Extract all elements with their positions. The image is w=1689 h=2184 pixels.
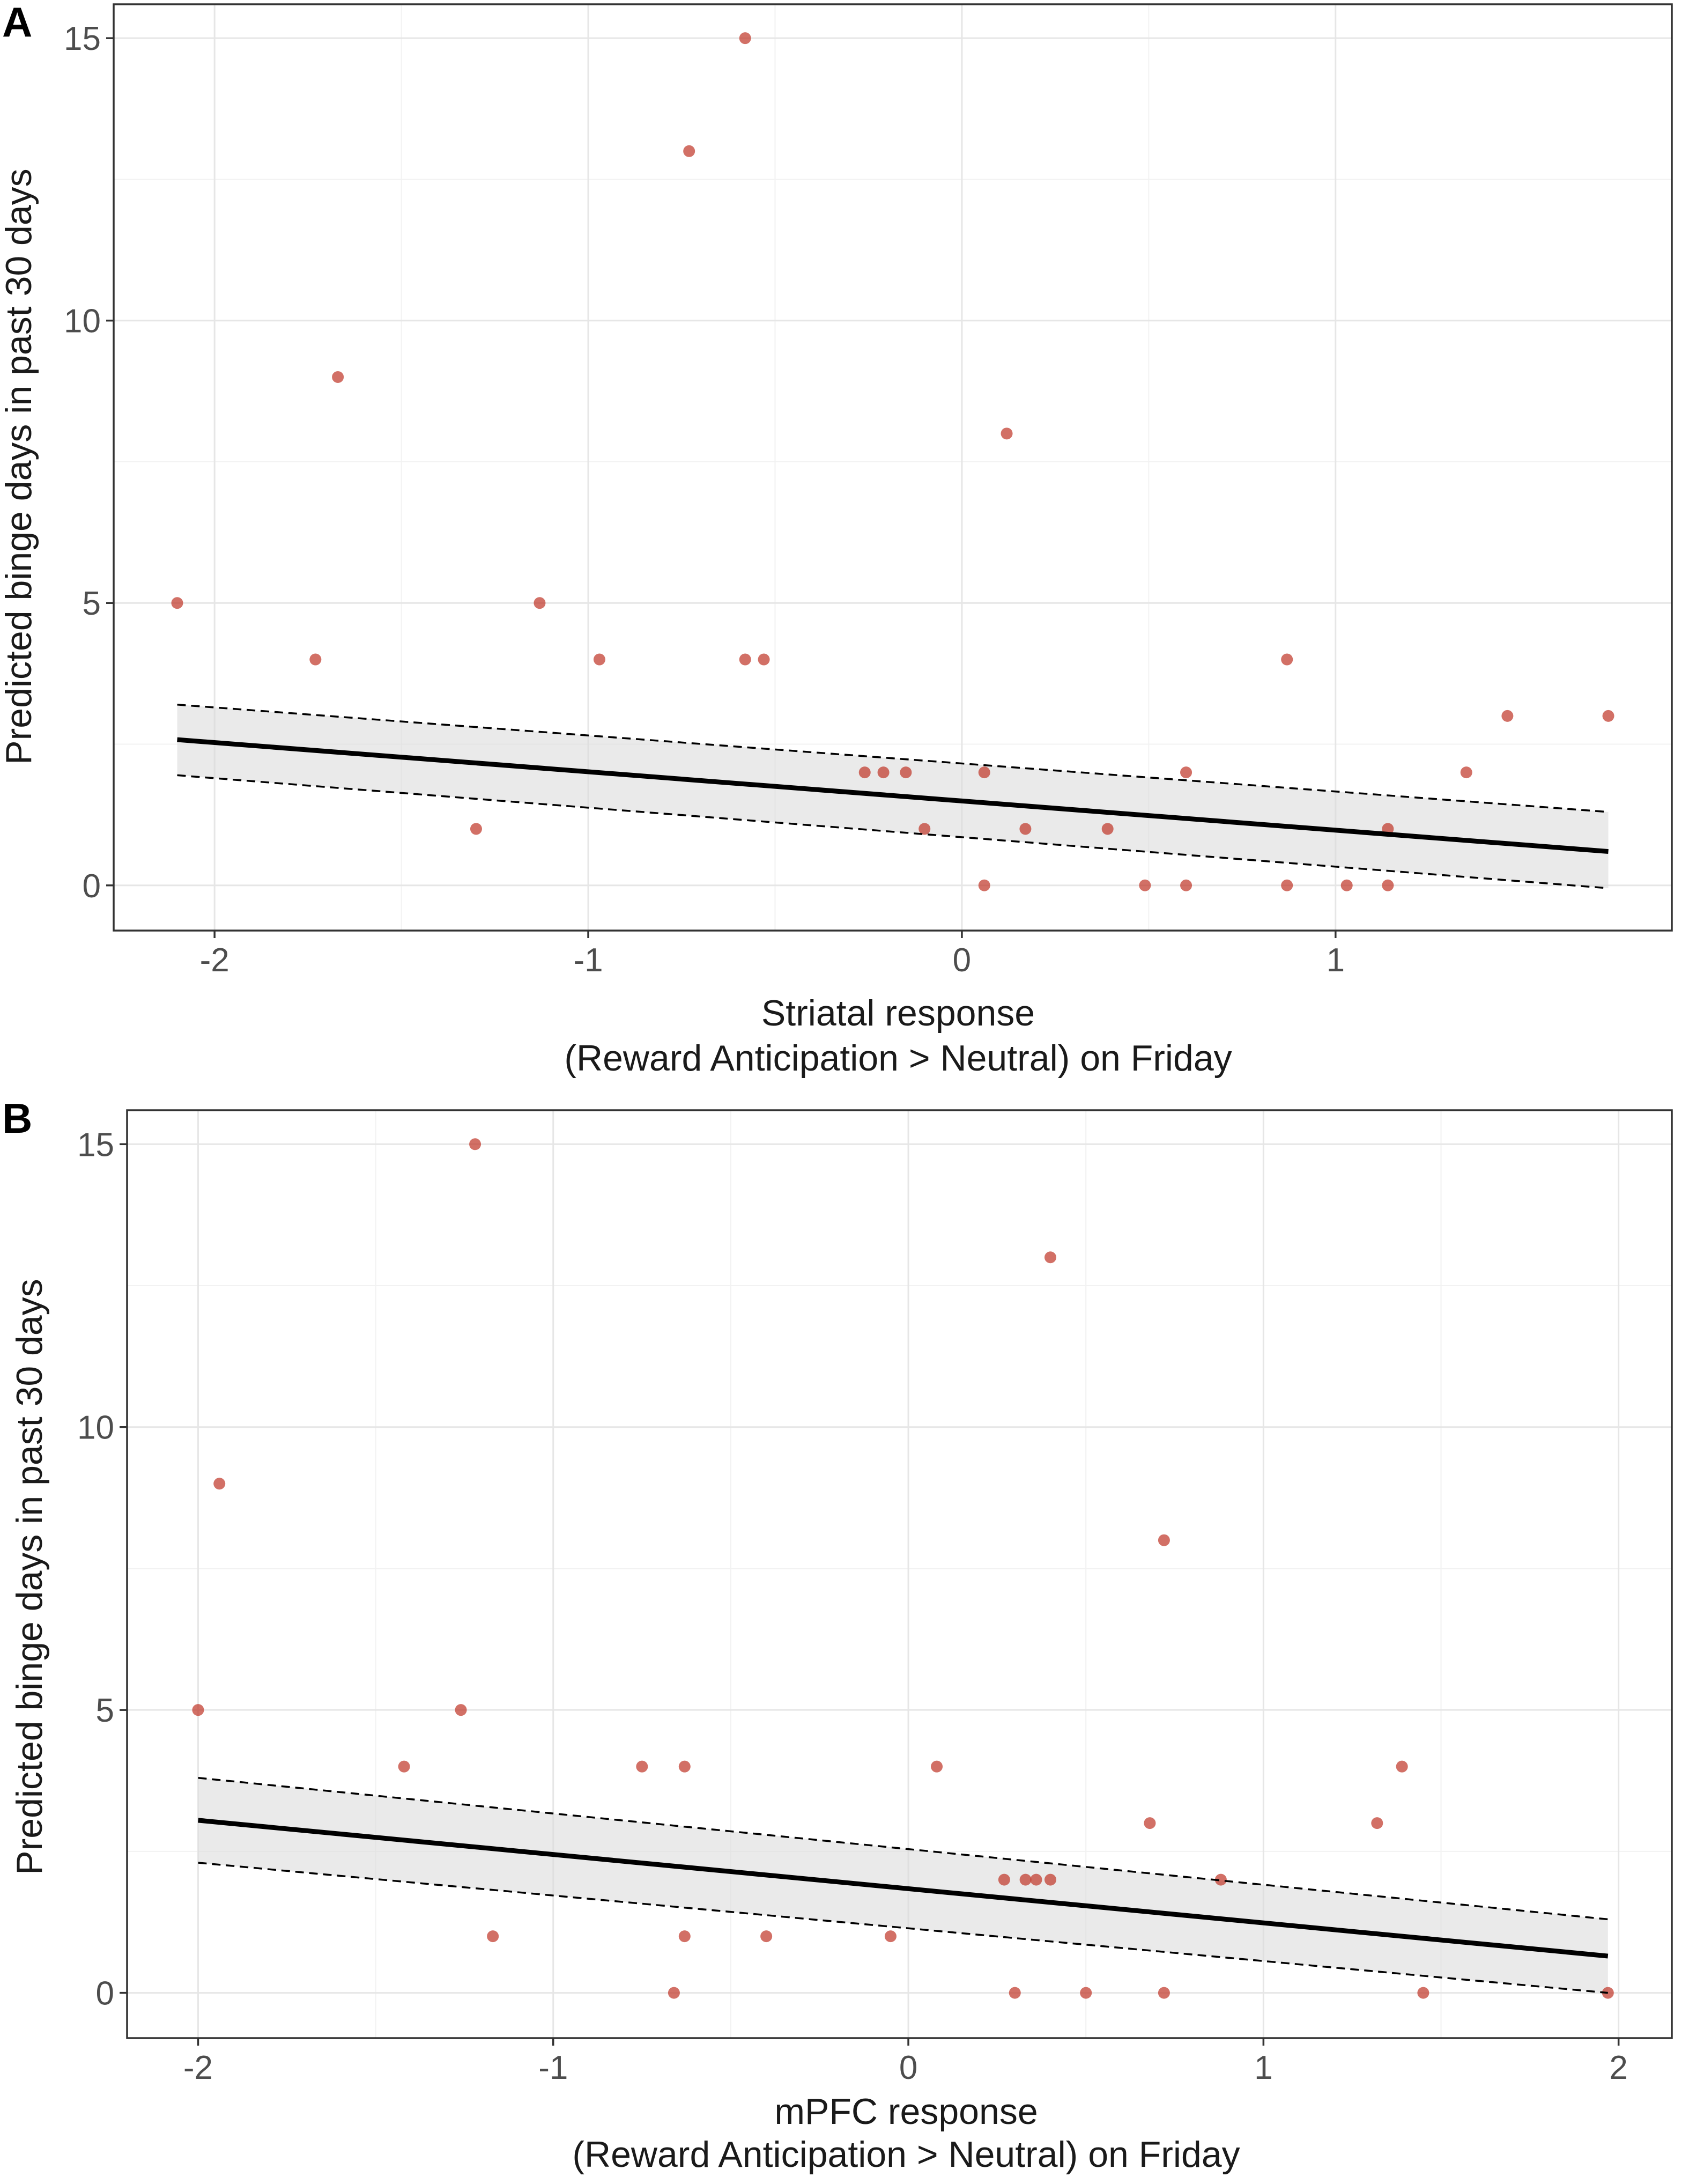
panel-a-data-point [309, 653, 322, 666]
panel-b-y-tick-label: 15 [77, 1126, 114, 1163]
panel-b-x-tick-label: 1 [1254, 2049, 1272, 2086]
panel-a-panel-border [113, 3, 1673, 932]
panel-a-x-axis-title-line1: Striatal response [761, 993, 1035, 1034]
panel-a-data-point [1180, 879, 1192, 891]
panel-a-x-tick-label: 0 [953, 942, 971, 979]
panel-b: B -2 -1 0 1 2 0 5 10 15 Predicted binge days in … [2, 1095, 1673, 2175]
panel-b-x-tick-label: 0 [899, 2049, 917, 2086]
panel-b-regression-line [198, 1818, 1609, 1959]
panel-a-data-point [1382, 879, 1394, 891]
panel-b-data-point [469, 1138, 481, 1150]
panel-b-panel-border [126, 1109, 1673, 2039]
panel-b-data-point [1158, 1987, 1170, 1999]
panel-b-data-point [1214, 1873, 1227, 1886]
panel-a-y-axis-title: Predicted binge days in past 30 days [0, 168, 39, 764]
panel-label-a: A [2, 0, 32, 46]
panel-a-ci-lower-line [177, 774, 1609, 889]
panel-a-data-point [1101, 823, 1114, 835]
panel-a-data-point [1281, 879, 1293, 891]
panel-b-x-tick-label: 2 [1609, 2049, 1627, 2086]
panel-a-data-point [858, 766, 871, 779]
panel-a-y-tick-label: 0 [83, 868, 101, 905]
panel-b-data-point [636, 1760, 648, 1773]
panel-b-data-point [487, 1930, 499, 1943]
panel-b-data-point [998, 1873, 1010, 1886]
panel-b-y-tick-label: 5 [96, 1692, 114, 1729]
panel-a-y-tick-label: 10 [64, 303, 101, 340]
panel-b-data-point [213, 1478, 226, 1490]
panel-a-data-point [978, 766, 990, 779]
panel-b-data-point [455, 1704, 467, 1716]
panel-b-data-point [1396, 1760, 1408, 1773]
panel-b-data-point [668, 1987, 680, 1999]
panel-a-x-axis-title-line2: (Reward Anticipation > Neutral) on Frida… [564, 1038, 1232, 1079]
panel-b-data-point [760, 1930, 773, 1943]
panel-a-x-tick-label: -2 [200, 942, 229, 979]
panel-b-data-point [1080, 1987, 1092, 1999]
panel-b-plot-area: -2 -1 0 1 2 0 5 10 15 [77, 1109, 1673, 2086]
panel-a-data-point [683, 145, 695, 157]
panel-a-y-tick-label: 15 [64, 20, 101, 57]
panel-a-data-point [593, 653, 605, 666]
panel-b-data-point [1019, 1873, 1032, 1886]
panel-b-y-axis-title: Predicted binge days in past 30 days [9, 1279, 50, 1875]
panel-a-data-point [1281, 653, 1293, 666]
panel-b-data-point [1009, 1987, 1021, 1999]
panel-b-data-point [1371, 1817, 1383, 1829]
panel-a-regression-line [177, 737, 1609, 854]
panel-a-data-point [1001, 427, 1013, 440]
panel-b-data-point [1144, 1817, 1156, 1829]
panel-a-data-point [171, 597, 183, 609]
panel-b-confidence-band [198, 1777, 1608, 1993]
panel-a-data-point [1019, 823, 1032, 835]
panel-b-y-tick-label: 10 [77, 1410, 114, 1447]
panel-b-x-tick-label: -1 [538, 2049, 568, 2086]
panel-a-data-point [470, 823, 482, 835]
panel-b-data-point [192, 1704, 204, 1716]
panel-a-data-point [1460, 766, 1472, 779]
panel-a-data-point [534, 597, 546, 609]
panel-b-data-point [1158, 1534, 1170, 1546]
panel-b-data-point [1044, 1873, 1056, 1886]
panel-label-b: B [2, 1095, 32, 1142]
panel-a-ci-upper-line [177, 704, 1609, 813]
panel-a-data-point [1602, 710, 1614, 722]
panel-a-data-point [978, 879, 990, 891]
panel-b-data-point [398, 1760, 410, 1773]
panel-a-x-tick-label: 1 [1327, 942, 1345, 979]
panel-a-x-tick-label: -1 [573, 942, 603, 979]
panel-b-data-point [678, 1760, 691, 1773]
panel-a-data-point [1501, 710, 1514, 722]
panel-b-x-axis-title-line1: mPFC response [774, 2091, 1038, 2132]
panel-b-data-point [1417, 1987, 1429, 1999]
panel-a-data-point [1139, 879, 1151, 891]
panel-a-data-point [739, 653, 751, 666]
panel-a-data-point [877, 766, 890, 779]
panel-a-data-point [900, 766, 912, 779]
panel-a-y-tick-label: 5 [83, 585, 101, 622]
panel-b-data-point [1030, 1873, 1042, 1886]
panel-a-data-point [739, 32, 751, 45]
panel-a-data-point [1180, 766, 1192, 779]
panel-b-x-axis-title-line2: (Reward Anticipation > Neutral) on Frida… [572, 2134, 1240, 2175]
panel-a-data-point [918, 823, 931, 835]
panel-b-x-tick-label: -2 [183, 2049, 213, 2086]
panel-b-data-point [1044, 1251, 1056, 1264]
panel-a-data-point [1340, 879, 1353, 891]
panel-b-data-point [884, 1930, 897, 1943]
panel-b-y-tick-label: 0 [96, 1975, 114, 2012]
panel-b-data-point [931, 1760, 943, 1773]
panel-a-data-point [332, 371, 344, 383]
panel-b-data-point [678, 1930, 691, 1943]
panel-a-data-point [758, 653, 770, 666]
